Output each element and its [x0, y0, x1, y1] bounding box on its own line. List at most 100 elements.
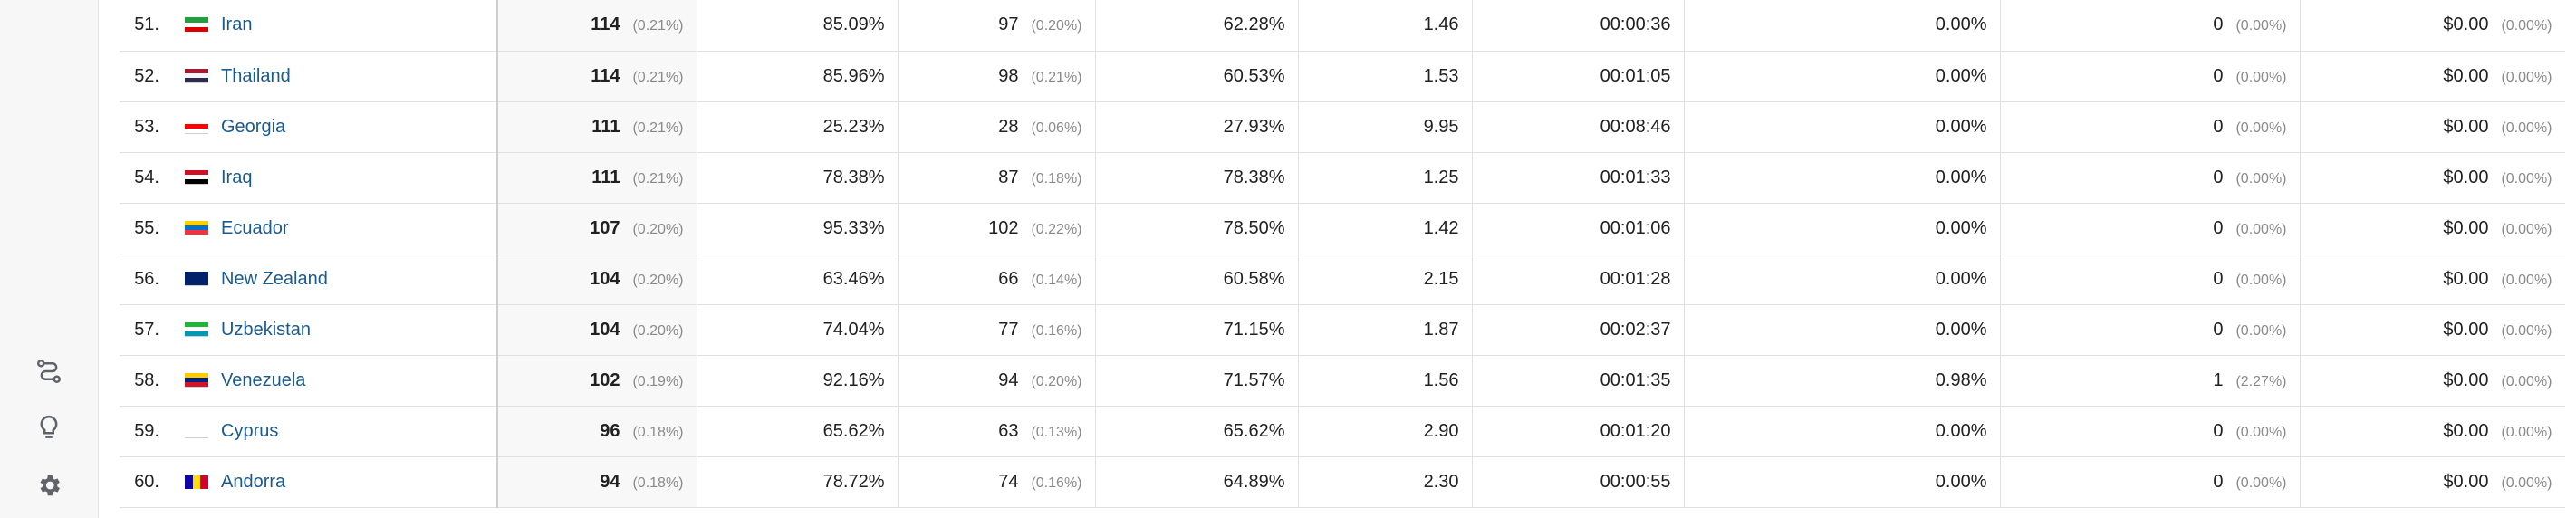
duration-value: 00:01:05	[1600, 65, 1671, 86]
new-users-percent: (0.22%)	[1031, 221, 1082, 237]
new-users-cell: 98 (0.21%)	[898, 51, 1096, 102]
users-percent: (0.18%)	[632, 475, 684, 491]
rate-value: 65.62%	[1223, 420, 1285, 441]
rate-cell: 65.62%	[1095, 406, 1299, 457]
revenue-value: $0.00	[2443, 14, 2489, 35]
users-cell: 96 (0.18%)	[497, 406, 697, 457]
duration-cell: 00:01:33	[1472, 152, 1685, 204]
rate-value: 27.93%	[1223, 116, 1285, 137]
duration-cell: 00:01:05	[1472, 51, 1685, 102]
flag-icon	[185, 423, 208, 438]
flag-icon	[185, 321, 208, 337]
pages-cell: 9.95	[1298, 101, 1473, 153]
table-row: 59. Cyprus 96 (0.18%) 65.62% 63 (0.13%) 65.62% 2…	[120, 406, 2565, 457]
table-row: 54. Iraq 111 (0.21%) 78.38% 87 (0.18%) 78.38% 1.…	[120, 152, 2565, 204]
conversion-value: 0.00%	[1935, 116, 1987, 137]
flag-icon	[185, 17, 208, 33]
country-link[interactable]: Venezuela	[221, 369, 306, 390]
new-users-percent: (0.21%)	[1031, 69, 1082, 85]
duration-value: 00:00:36	[1600, 14, 1671, 35]
rate-value: 60.53%	[1223, 65, 1285, 86]
revenue-value: $0.00	[2443, 217, 2489, 238]
rate-value: 60.58%	[1223, 268, 1285, 289]
users-percent: (0.21%)	[632, 170, 684, 187]
left-sidebar	[0, 0, 99, 518]
gear-icon[interactable]	[31, 467, 67, 504]
bounce-cell: 74.04%	[697, 304, 899, 356]
country-cell: 60. Andorra	[120, 456, 498, 508]
revenue-cell: $0.00 (0.00%)	[2300, 254, 2565, 305]
goal-value: 0	[2213, 65, 2224, 86]
country-report-table: 51. Iran 114 (0.21%) 85.09% 97 (0.20%) 62.28% 1.…	[120, 0, 2565, 518]
country-link[interactable]: Uzbekistan	[221, 319, 311, 340]
conversion-cell: 0.00%	[1684, 203, 2001, 254]
new-users-cell: 66 (0.14%)	[898, 254, 1096, 305]
revenue-value: $0.00	[2443, 167, 2489, 187]
users-cell: 102 (0.19%)	[497, 355, 697, 407]
users-cell: 104 (0.20%)	[497, 304, 697, 356]
users-cell: 114 (0.21%)	[497, 51, 697, 102]
goal-cell: 1 (2.27%)	[2000, 355, 2301, 407]
users-value: 94	[600, 471, 620, 492]
row-index: 51.	[134, 14, 159, 35]
bounce-cell: 25.23%	[697, 101, 899, 153]
users-cell: 111 (0.21%)	[497, 101, 697, 153]
country-link[interactable]: Cyprus	[221, 420, 279, 441]
bounce-value: 92.16%	[822, 369, 885, 390]
revenue-percent: (0.00%)	[2501, 221, 2552, 237]
bounce-value: 78.72%	[822, 471, 885, 492]
country-link[interactable]: Iraq	[221, 167, 253, 187]
country-link[interactable]: Ecuador	[221, 217, 289, 238]
rate-cell: 62.28%	[1095, 0, 1299, 52]
goal-cell: 0 (0.00%)	[2000, 406, 2301, 457]
conversion-cell: 0.00%	[1684, 456, 2001, 508]
table-row: 52. Thailand 114 (0.21%) 85.96% 98 (0.21%) 60.5…	[120, 51, 2565, 102]
users-cell: 104 (0.20%)	[497, 254, 697, 305]
country-link[interactable]: Andorra	[221, 471, 286, 492]
country-link[interactable]: Iran	[221, 14, 253, 35]
new-users-value: 28	[998, 116, 1019, 137]
new-users-value: 87	[998, 167, 1019, 187]
duration-value: 00:01:20	[1600, 420, 1671, 441]
route-icon[interactable]	[31, 353, 67, 389]
revenue-cell: $0.00 (0.00%)	[2300, 355, 2565, 407]
pages-cell: 1.56	[1298, 355, 1473, 407]
row-index: 54.	[134, 167, 159, 187]
rate-value: 71.15%	[1223, 319, 1285, 340]
pages-value: 9.95	[1423, 116, 1459, 137]
new-users-percent: (0.06%)	[1031, 120, 1082, 136]
row-index: 59.	[134, 420, 159, 441]
new-users-cell: 94 (0.20%)	[898, 355, 1096, 407]
duration-cell: 00:00:36	[1472, 0, 1685, 52]
duration-cell: 00:00:55	[1472, 456, 1685, 508]
new-users-percent: (0.20%)	[1031, 373, 1082, 389]
table-row: 56. New Zealand 104 (0.20%) 63.46% 66 (0.14%) 6…	[120, 254, 2565, 305]
users-cell: 107 (0.20%)	[497, 203, 697, 254]
row-index: 52.	[134, 65, 159, 86]
conversion-value: 0.00%	[1935, 319, 1987, 340]
flag-icon	[185, 169, 208, 185]
goal-percent: (0.00%)	[2235, 322, 2287, 339]
lightbulb-icon[interactable]	[31, 409, 67, 446]
revenue-percent: (0.00%)	[2501, 424, 2552, 440]
pages-value: 2.30	[1423, 471, 1459, 492]
new-users-percent: (0.16%)	[1031, 322, 1082, 339]
country-cell: 55. Ecuador	[120, 203, 498, 254]
country-cell: 57. Uzbekistan	[120, 304, 498, 356]
country-link[interactable]: Georgia	[221, 116, 286, 137]
gear-icon-graphic	[40, 475, 60, 496]
revenue-value: $0.00	[2443, 471, 2489, 492]
country-cell: 52. Thailand	[120, 51, 498, 102]
revenue-value: $0.00	[2443, 116, 2489, 137]
revenue-percent: (0.00%)	[2501, 120, 2552, 136]
users-value: 104	[590, 268, 620, 289]
country-link[interactable]: New Zealand	[221, 268, 328, 289]
country-link[interactable]: Thailand	[221, 65, 291, 86]
goal-value: 0	[2213, 14, 2224, 35]
revenue-value: $0.00	[2443, 420, 2489, 441]
pages-value: 2.15	[1423, 268, 1459, 289]
users-value: 111	[591, 116, 620, 137]
conversion-value: 0.00%	[1935, 167, 1987, 187]
bounce-value: 78.38%	[822, 167, 885, 187]
rate-cell: 60.53%	[1095, 51, 1299, 102]
